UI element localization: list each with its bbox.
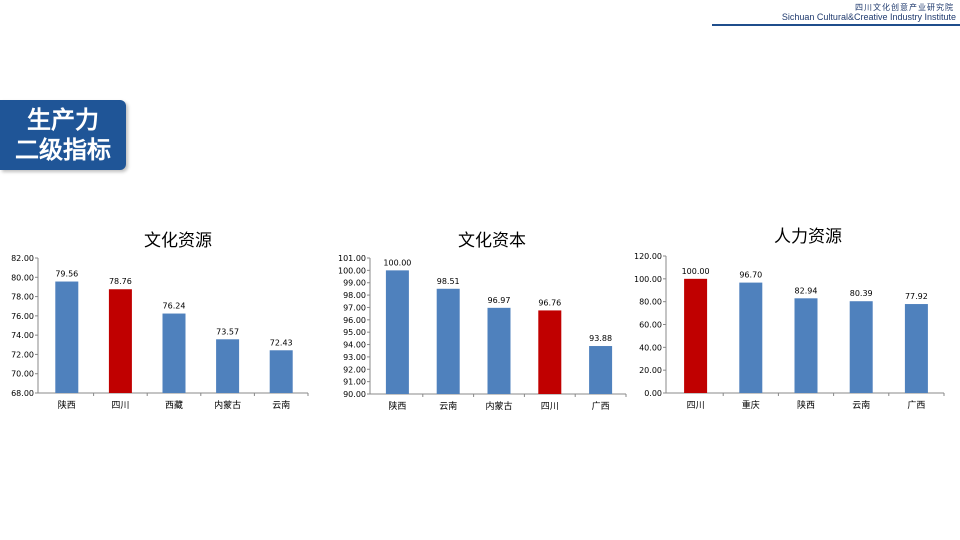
y-tick-label: 120.00 [634, 252, 662, 261]
y-tick-label: 95.00 [343, 328, 366, 337]
data-label: 100.00 [383, 258, 411, 267]
y-tick-label: 96.00 [343, 316, 366, 325]
x-tick-label: 四川 [541, 402, 559, 412]
chart-title-culture-capital: 文化资本 [458, 231, 526, 251]
bar [589, 346, 613, 394]
data-label: 98.51 [437, 277, 460, 286]
y-tick-label: 90.00 [343, 390, 366, 399]
section-title-line2: 二级指标 [15, 136, 111, 164]
y-tick-label: 97.00 [343, 303, 366, 312]
section-label-box: 生产力 二级指标 [0, 100, 126, 170]
y-tick-label: 98.00 [343, 291, 366, 300]
bar [904, 304, 928, 393]
y-tick-label: 80.00 [11, 273, 34, 282]
bar [216, 339, 240, 393]
bar [739, 282, 763, 393]
y-tick-label: 72.00 [11, 350, 34, 359]
data-label: 82.94 [795, 286, 818, 295]
y-tick-label: 0.00 [644, 389, 662, 398]
y-tick-label: 40.00 [639, 343, 662, 352]
y-tick-label: 60.00 [639, 321, 662, 330]
y-tick-label: 68.00 [11, 389, 34, 398]
y-tick-label: 100.00 [634, 275, 662, 284]
bar [385, 270, 409, 394]
x-tick-label: 广西 [592, 400, 610, 412]
x-tick-label: 内蒙古 [485, 400, 512, 412]
y-tick-label: 93.00 [343, 353, 366, 362]
x-tick-label: 内蒙古 [214, 399, 241, 411]
bar [162, 313, 186, 393]
data-label: 76.24 [163, 302, 186, 311]
bar-highlight [684, 278, 708, 393]
section-title-line1: 生产力 [27, 106, 99, 134]
x-tick-label: 西藏 [165, 399, 183, 411]
x-tick-label: 云南 [852, 399, 870, 411]
x-tick-label: 陕西 [797, 399, 815, 411]
bar [269, 350, 293, 393]
y-tick-label: 82.00 [11, 254, 34, 263]
x-tick-label: 陕西 [388, 400, 406, 412]
bar [436, 288, 460, 394]
org-name-cn: 四川文化创意产业研究院 [855, 3, 954, 12]
bar [55, 281, 79, 393]
x-tick-label: 四川 [687, 401, 705, 411]
data-label: 77.92 [905, 292, 928, 301]
bar [794, 298, 818, 393]
data-label: 78.76 [109, 277, 132, 286]
y-tick-label: 94.00 [343, 341, 366, 350]
bar [487, 307, 511, 394]
org-name-en: Sichuan Cultural&Creative Industry Insti… [781, 12, 956, 22]
header-divider [712, 24, 960, 26]
data-label: 79.56 [55, 270, 78, 279]
y-tick-label: 92.00 [343, 365, 366, 374]
y-tick-label: 76.00 [11, 312, 34, 321]
y-tick-label: 78.00 [11, 293, 34, 302]
data-label: 72.43 [270, 338, 293, 347]
y-tick-label: 70.00 [11, 370, 34, 379]
bar-highlight [108, 289, 132, 393]
data-label: 100.00 [682, 267, 710, 276]
y-tick-label: 20.00 [639, 366, 662, 375]
bar-highlight [538, 310, 562, 394]
y-tick-label: 100.00 [338, 266, 366, 275]
data-label: 73.57 [216, 327, 239, 336]
data-label: 96.76 [538, 298, 561, 307]
y-tick-label: 80.00 [639, 298, 662, 307]
chart-title-culture-resources: 文化资源 [144, 231, 212, 251]
data-label: 93.88 [589, 334, 612, 343]
data-label: 96.70 [739, 271, 762, 280]
y-tick-label: 101.00 [338, 254, 366, 263]
data-label: 80.39 [850, 289, 873, 298]
x-tick-label: 四川 [111, 401, 129, 411]
x-tick-label: 云南 [439, 400, 457, 412]
data-label: 96.97 [488, 296, 511, 305]
chart-title-human-resources: 人力资源 [774, 227, 842, 247]
y-tick-label: 99.00 [343, 279, 366, 288]
x-tick-label: 陕西 [58, 399, 76, 411]
y-tick-label: 74.00 [11, 331, 34, 340]
bar [849, 301, 873, 393]
x-tick-label: 云南 [272, 399, 290, 411]
x-tick-label: 广西 [907, 399, 925, 411]
x-tick-label: 重庆 [742, 399, 760, 411]
y-tick-label: 91.00 [343, 378, 366, 387]
